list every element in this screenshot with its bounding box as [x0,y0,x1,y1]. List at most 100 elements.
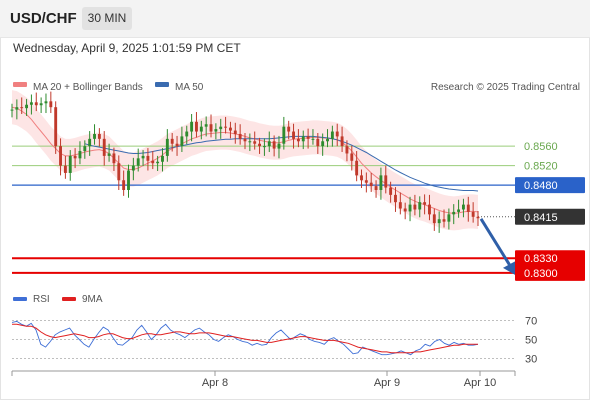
candle-body [423,202,427,205]
candle-body [141,155,145,159]
candle-body [330,131,334,139]
candle-body [39,103,43,106]
candle-body [369,182,373,187]
candle-body [267,141,271,147]
candle-body [476,216,480,219]
candle-body [243,138,247,142]
candle-body [151,160,155,164]
candle-body [68,155,72,173]
datetime-label: Wednesday, April 9, 2025 1:01:59 PM CET [13,41,241,55]
candle-body [374,186,378,190]
level-label-0.8415: 0.8415 [524,212,558,224]
candle-body [195,121,198,132]
projection-arrow [479,218,516,275]
projection-arrow-shaft [479,218,514,270]
candle-body [355,160,359,176]
timeframe-badge[interactable]: 30 MIN [82,7,132,30]
candle-body [364,180,368,183]
candle-body [122,180,126,190]
candle-body [214,129,218,132]
candle-body [272,141,276,149]
rsi-ma-line [12,323,478,354]
candle-body [384,175,388,188]
candle-body [209,124,213,132]
candle-body [190,121,194,132]
candle-body [102,138,106,156]
candle-body [389,187,393,195]
candle-body [219,126,223,130]
candle-body [131,165,135,171]
candle-body [185,131,189,137]
candle-body [277,143,281,149]
candle-body [340,136,344,147]
candle-body [398,202,402,209]
candle-body [437,219,441,224]
candle-body [428,204,431,215]
candle-body [136,158,140,166]
candle-body [345,146,349,154]
legend-rsi-swatch [13,297,27,301]
level-label-0.8480: 0.8480 [524,180,558,192]
credit-label: Research © 2025 Trading Central [431,82,580,93]
candle-body [83,146,87,152]
candle-body [360,175,363,181]
level-labels: 0.8560 0.8520 0.8480 0.8415 0.8330 0.8300 [515,141,585,281]
candle-body [54,107,58,147]
candle-body [224,126,228,128]
candle-body [15,107,19,110]
candle-body [311,138,315,140]
x-tick-label: Apr 8 [202,377,228,389]
candle-body [262,146,266,148]
candle-body [447,214,451,222]
legend-rsi-ma-swatch [62,297,76,301]
candle-body [49,101,53,108]
candle-body [233,130,237,134]
candle-body [199,126,203,132]
candle-body [175,143,179,147]
rsi-tick-70: 70 [525,316,537,328]
candle-body [29,102,33,105]
candle-body [73,155,77,159]
legend-rsi-ma-label: 9MA [82,294,103,305]
candle-body [59,146,62,166]
candle-body [117,163,121,181]
candle-body [63,165,67,173]
candle-body [253,141,257,144]
candle-body [127,170,130,190]
candlesticks [10,91,480,233]
candle-body [34,102,38,106]
legend-bollinger-swatch [13,82,27,87]
candle-body [461,204,465,210]
ma50-line [84,135,479,192]
rsi-tick-50: 50 [525,335,537,347]
candle-body [335,131,339,137]
candle-body [282,126,286,144]
candle-body [418,202,422,210]
candle-body [296,138,300,142]
candle-body [408,204,412,212]
candle-body [25,104,29,109]
candle-body [326,138,329,142]
candle-body [258,143,262,147]
candle-body [97,133,101,139]
candle-body [292,131,295,139]
legend-ma50-label: MA 50 [175,82,204,93]
candle-body [93,133,96,139]
candle-body [204,124,208,127]
legend-ma50-swatch [155,82,169,87]
candle-body [432,214,436,224]
candle-body [379,175,383,190]
candle-body [413,204,417,210]
symbol-title: USD/CHF [10,10,77,27]
candle-body [107,153,111,156]
candle-body [403,208,407,212]
candle-body [301,136,305,142]
candle-body [466,204,470,212]
candle-body [306,136,310,139]
candle-body [165,138,169,156]
level-badge-0.8415 [515,208,585,225]
rsi-tick-30: 30 [525,354,537,366]
candle-body [112,153,116,164]
candle-body [156,161,160,164]
